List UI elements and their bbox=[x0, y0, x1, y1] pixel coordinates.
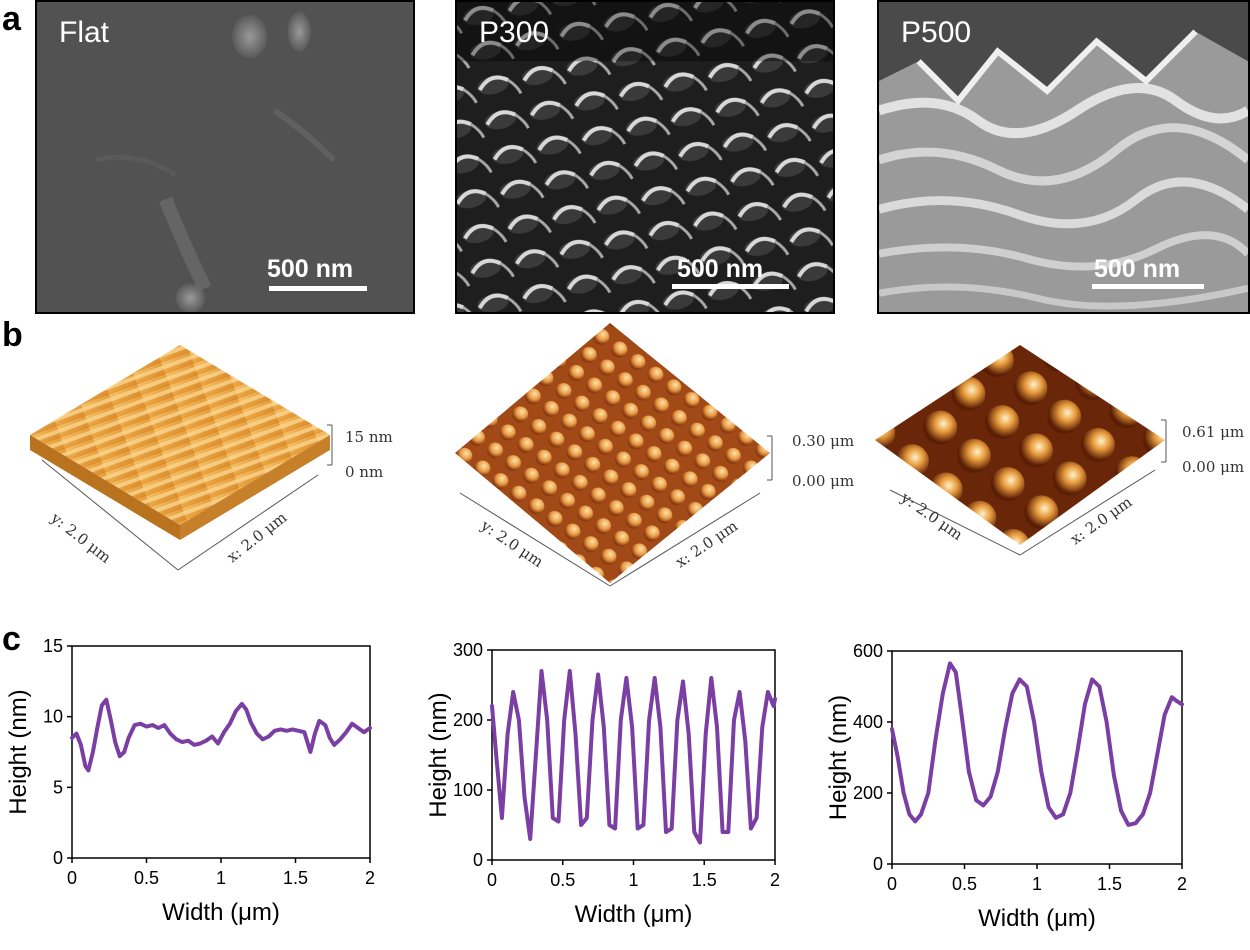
afm-render-flat: 15 nm 0 nm y: 2.0 μm x: 2.0 μm bbox=[20, 325, 420, 585]
afm-z-bottom: 0.00 μm bbox=[1182, 458, 1244, 476]
sem-texture-p300 bbox=[457, 2, 833, 312]
afm-render-p300: 0.30 μm 0.00 μm y: 2.0 μm x: 2.0 μm bbox=[440, 318, 860, 590]
afm-z-top: 0.61 μm bbox=[1182, 423, 1244, 441]
x-tick-label: 0 bbox=[487, 870, 497, 890]
x-tick-label: 1.5 bbox=[692, 870, 717, 890]
chart-svg: 0 0.5 1 1.5 2 0 100 200 300 Width (μm) Height (nm) bbox=[425, 640, 780, 928]
x-tick-label: 2 bbox=[365, 868, 375, 888]
afm-z-bottom: 0.00 μm bbox=[792, 472, 854, 490]
afm-y-axis-label: y: 2.0 μm bbox=[47, 508, 115, 566]
x-tick-label: 0.5 bbox=[550, 870, 575, 890]
sem-label: P500 bbox=[901, 16, 972, 49]
scale-bar-label: 500 nm bbox=[1094, 255, 1181, 283]
scale-bar-label: 500 nm bbox=[267, 255, 354, 283]
afm-z-top: 15 nm bbox=[345, 428, 393, 446]
y-tick-label: 0 bbox=[873, 854, 883, 874]
x-axis-title: Width (μm) bbox=[162, 899, 280, 926]
x-tick-label: 0 bbox=[887, 874, 897, 894]
y-tick-label: 600 bbox=[853, 641, 883, 661]
y-tick-label: 5 bbox=[53, 777, 63, 797]
y-axis-title: Height (nm) bbox=[425, 692, 452, 817]
x-tick-label: 0 bbox=[67, 868, 77, 888]
plot-frame bbox=[891, 650, 1183, 865]
sem-texture-flat bbox=[37, 2, 413, 312]
x-axis-title: Width (μm) bbox=[575, 901, 693, 928]
afm-surface-p300: 0.30 μm 0.00 μm y: 2.0 μm x: 2.0 μm bbox=[455, 323, 854, 587]
y-axis-title: Height (nm) bbox=[5, 689, 32, 814]
scale-bar bbox=[1092, 284, 1204, 289]
series-line bbox=[70, 697, 372, 773]
scale-bar bbox=[672, 284, 789, 289]
y-tick-label: 100 bbox=[453, 780, 483, 800]
scale-bar bbox=[269, 286, 367, 291]
afm-x-axis-label: x: 2.0 μm bbox=[672, 517, 741, 572]
y-tick-label: 300 bbox=[453, 640, 483, 660]
afm-surface-p500: 0.61 μm 0.00 μm y: 2.0 μm x: 2.0 μm bbox=[875, 345, 1244, 556]
x-tick-label: 0.5 bbox=[952, 874, 977, 894]
x-tick-label: 1.5 bbox=[283, 868, 308, 888]
series-line bbox=[890, 661, 1184, 827]
afm-z-top: 0.30 μm bbox=[792, 432, 854, 450]
x-tick-label: 1 bbox=[1032, 874, 1042, 894]
afm-surface-flat: 15 nm 0 nm y: 2.0 μm x: 2.0 μm bbox=[30, 345, 393, 571]
afm-z-bottom: 0 nm bbox=[345, 463, 383, 481]
y-tick-label: 10 bbox=[43, 707, 63, 727]
scale-bar-label: 500 nm bbox=[677, 255, 764, 283]
y-axis-title: Height (nm) bbox=[825, 695, 852, 820]
y-tick-label: 400 bbox=[853, 712, 883, 732]
sem-texture-p500 bbox=[879, 2, 1248, 312]
sem-label: P300 bbox=[479, 16, 550, 49]
x-tick-label: 1 bbox=[216, 868, 226, 888]
panel-letter-b: b bbox=[2, 316, 23, 354]
y-tick-label: 0 bbox=[53, 848, 63, 868]
chart-svg: 0 0.5 1 1.5 2 0 5 10 15 Width (μm) Height (nm) bbox=[5, 636, 375, 926]
x-tick-label: 2 bbox=[1177, 874, 1187, 894]
sem-label: Flat bbox=[59, 16, 110, 49]
y-tick-label: 0 bbox=[473, 850, 483, 870]
sem-image-p300: P300 500 nm bbox=[455, 0, 835, 314]
y-tick-label: 200 bbox=[453, 710, 483, 730]
height-profile-chart-flat: 0 0.5 1 1.5 2 0 5 10 15 Width (μm) Height (nm) bbox=[0, 630, 400, 945]
x-tick-label: 0.5 bbox=[134, 868, 159, 888]
y-tick-label: 200 bbox=[853, 783, 883, 803]
sem-image-flat: Flat 500 nm bbox=[35, 0, 415, 314]
x-axis-title: Width (μm) bbox=[978, 905, 1096, 932]
panel-letter-a: a bbox=[2, 0, 21, 38]
x-tick-label: 1 bbox=[628, 870, 638, 890]
x-tick-label: 1.5 bbox=[1097, 874, 1122, 894]
height-profile-chart-p300: 0 0.5 1 1.5 2 0 100 200 300 Width (μm) Height (nm) bbox=[410, 630, 820, 945]
chart-svg: 0 0.5 1 1.5 2 0 200 400 600 Width (μm) Height (nm) bbox=[825, 641, 1187, 932]
series-line bbox=[490, 669, 777, 845]
panel-letter-c: c bbox=[2, 620, 21, 658]
sem-image-p500: P500 500 nm bbox=[877, 0, 1250, 314]
afm-y-axis-label: y: 2.0 μm bbox=[477, 516, 547, 571]
afm-render-p500: 0.61 μm 0.00 μm y: 2.0 μm x: 2.0 μm bbox=[870, 340, 1250, 580]
y-tick-label: 15 bbox=[43, 636, 63, 656]
height-profile-chart-p500: 0 0.5 1 1.5 2 0 200 400 600 Width (μm) Height (nm) bbox=[815, 630, 1250, 945]
x-tick-label: 2 bbox=[770, 870, 780, 890]
